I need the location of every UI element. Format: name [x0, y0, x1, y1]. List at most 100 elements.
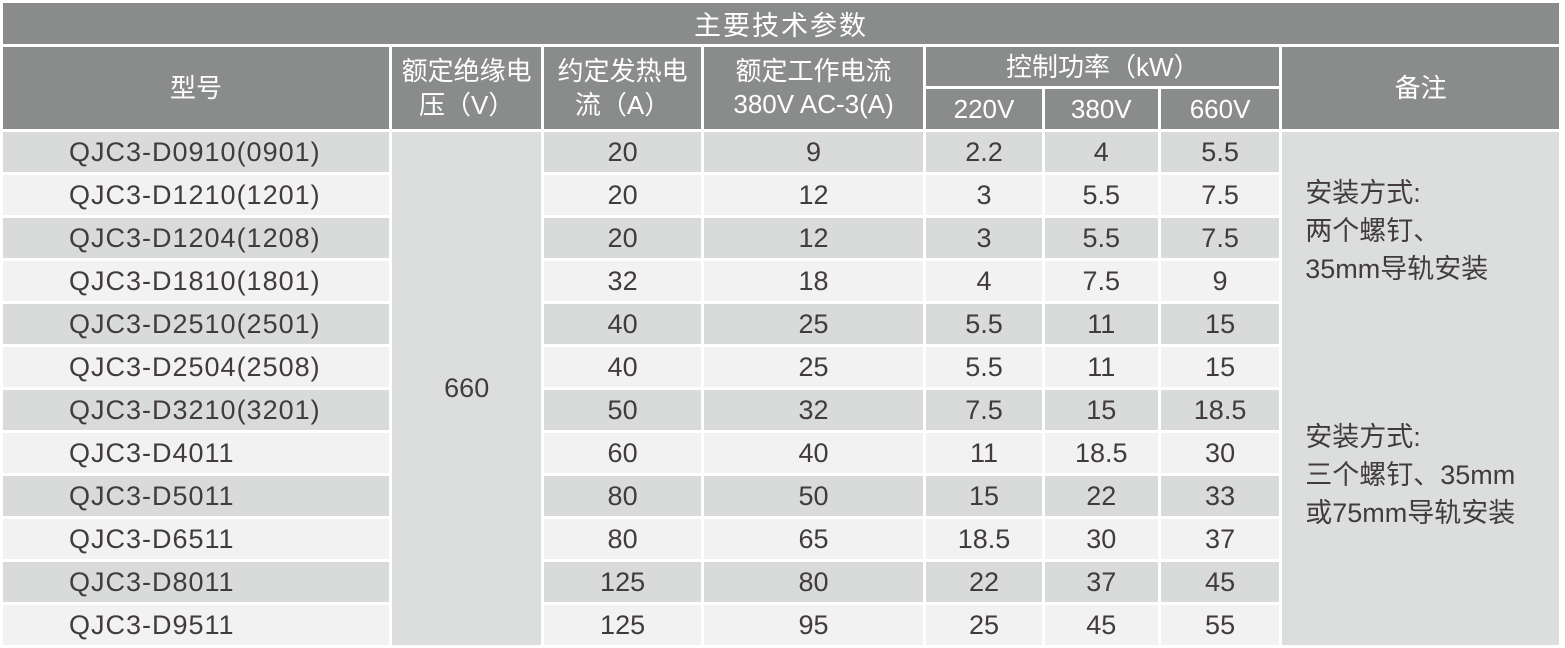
remark-line: 两个螺钉、: [1305, 216, 1441, 246]
table-row: QJC3-D8011 125 80 22 37 45: [3, 562, 1559, 602]
working-current-value: 95: [703, 605, 924, 645]
power-220v-value: 3: [926, 218, 1042, 258]
working-current-line2: 380V AC-3(A): [733, 89, 894, 119]
header-row-sub: 220V 380V 660V: [3, 89, 1559, 129]
remark-line: 安装方式:: [1305, 422, 1421, 452]
thermal-current-value: 125: [544, 605, 701, 645]
table-title: 主要技术参数: [3, 3, 1559, 44]
power-660v-value: 55: [1160, 605, 1280, 645]
power-660v-value: 15: [1160, 304, 1280, 344]
power-220v-value: 2.2: [926, 132, 1042, 172]
model-value: QJC3-D6511: [3, 519, 389, 559]
power-380v-value: 4: [1044, 132, 1158, 172]
table-row: QJC3-D1210(1201) 20 12 3 5.5 7.5: [3, 175, 1559, 215]
working-current-value: 40: [703, 433, 924, 473]
remark-line: 三个螺钉、35mm: [1305, 460, 1516, 490]
model-value: QJC3-D0910(0901): [3, 132, 389, 172]
table-row: QJC3-D2510(2501) 40 25 5.5 11 15: [3, 304, 1559, 344]
col-header-660v: 660V: [1160, 89, 1280, 129]
table-row: QJC3-D1204(1208) 20 12 3 5.5 7.5: [3, 218, 1559, 258]
working-current-value: 12: [703, 175, 924, 215]
power-220v-value: 22: [926, 562, 1042, 602]
power-380v-value: 45: [1044, 605, 1158, 645]
thermal-current-value: 40: [544, 347, 701, 387]
remarks-cell: 安装方式: 两个螺钉、 35mm导轨安装 安装方式: 三个螺钉、35mm 或75…: [1282, 132, 1559, 645]
col-header-380v: 380V: [1044, 89, 1158, 129]
header-row-top: 型号 额定绝缘电压（V） 约定发热电流（A） 额定工作电流 380V AC-3(…: [3, 47, 1559, 129]
thermal-current-value: 125: [544, 562, 701, 602]
power-660v-value: 5.5: [1160, 132, 1280, 172]
power-220v-value: 18.5: [926, 519, 1042, 559]
working-current-value: 18: [703, 261, 924, 301]
model-value: QJC3-D3210(3201): [3, 390, 389, 430]
col-header-insulation-voltage: 额定绝缘电压（V）: [392, 47, 542, 129]
col-header-working-current: 额定工作电流 380V AC-3(A): [703, 47, 924, 129]
power-380v-value: 30: [1044, 519, 1158, 559]
power-220v-value: 15: [926, 476, 1042, 516]
table-row: QJC3-D0910(0901) 660 20 9 2.2 4 5.5 安装方式…: [3, 132, 1559, 645]
power-220v-value: 3: [926, 175, 1042, 215]
thermal-current-value: 80: [544, 519, 701, 559]
remark-line: 或75mm导轨安装: [1305, 498, 1516, 528]
working-current-value: 50: [703, 476, 924, 516]
working-current-value: 9: [703, 132, 924, 172]
power-660v-value: 9: [1160, 261, 1280, 301]
power-380v-value: 5.5: [1044, 175, 1158, 215]
power-660v-value: 7.5: [1160, 218, 1280, 258]
model-value: QJC3-D1210(1201): [3, 175, 389, 215]
thermal-current-value: 60: [544, 433, 701, 473]
thermal-current-value: 32: [544, 261, 701, 301]
thermal-current-value: 50: [544, 390, 701, 430]
working-current-value: 12: [703, 218, 924, 258]
thermal-current-value: 20: [544, 218, 701, 258]
model-value: QJC3-D2510(2501): [3, 304, 389, 344]
power-660v-value: 18.5: [1160, 390, 1280, 430]
remark-line: 安装方式:: [1305, 178, 1421, 208]
power-380v-value: 22: [1044, 476, 1158, 516]
power-380v-value: 15: [1044, 390, 1158, 430]
col-header-thermal-current: 约定发热电流（A）: [544, 47, 701, 129]
power-220v-value: 5.5: [926, 347, 1042, 387]
model-value: QJC3-D1204(1208): [3, 218, 389, 258]
table-row: QJC3-D4011 60 40 11 18.5 30: [3, 433, 1559, 473]
power-220v-value: 4: [926, 261, 1042, 301]
power-380v-value: 5.5: [1044, 218, 1158, 258]
model-value: QJC3-D5011: [3, 476, 389, 516]
power-660v-value: 15: [1160, 347, 1280, 387]
col-header-model: 型号: [3, 47, 389, 129]
insulation-voltage-value: 660: [392, 132, 542, 645]
power-220v-value: 5.5: [926, 304, 1042, 344]
remark-line: 35mm导轨安装: [1305, 254, 1489, 284]
power-660v-value: 37: [1160, 519, 1280, 559]
table-row: QJC3-D2504(2508) 40 25 5.5 11 15: [3, 347, 1559, 387]
col-header-220v: 220V: [926, 89, 1042, 129]
power-660v-value: 7.5: [1160, 175, 1280, 215]
power-220v-value: 7.5: [926, 390, 1042, 430]
power-660v-value: 30: [1160, 433, 1280, 473]
title-row: 主要技术参数: [3, 3, 1559, 44]
working-current-value: 25: [703, 304, 924, 344]
remark-mounting-two-screws: 安装方式: 两个螺钉、 35mm导轨安装: [1283, 174, 1558, 288]
thermal-current-value: 20: [544, 132, 701, 172]
working-current-value: 80: [703, 562, 924, 602]
model-value: QJC3-D1810(1801): [3, 261, 389, 301]
table-row: QJC3-D5011 80 50 15 22 33: [3, 476, 1559, 516]
model-value: QJC3-D8011: [3, 562, 389, 602]
working-current-value: 25: [703, 347, 924, 387]
thermal-current-value: 40: [544, 304, 701, 344]
power-660v-value: 33: [1160, 476, 1280, 516]
working-current-value: 32: [703, 390, 924, 430]
power-220v-value: 11: [926, 433, 1042, 473]
working-current-value: 65: [703, 519, 924, 559]
model-value: QJC3-D4011: [3, 433, 389, 473]
thermal-current-value: 20: [544, 175, 701, 215]
col-header-remarks: 备注: [1282, 47, 1559, 129]
model-value: QJC3-D9511: [3, 605, 389, 645]
power-220v-value: 25: [926, 605, 1042, 645]
table-row: QJC3-D3210(3201) 50 32 7.5 15 18.5: [3, 390, 1559, 430]
power-380v-value: 18.5: [1044, 433, 1158, 473]
power-660v-value: 45: [1160, 562, 1280, 602]
working-current-line1: 额定工作电流: [735, 56, 892, 86]
power-380v-value: 11: [1044, 304, 1158, 344]
